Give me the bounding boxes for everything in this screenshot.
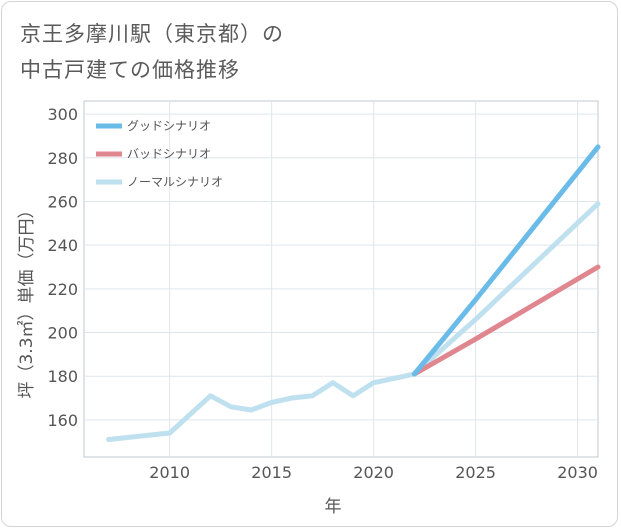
data-series (106, 144, 601, 442)
legend-label: ノーマルシナリオ (127, 175, 223, 189)
x-tick-label: 2020 (353, 463, 394, 482)
y-tick-label: 280 (47, 149, 78, 168)
y-tick-label: 220 (47, 280, 78, 299)
legend-label: バッドシナリオ (127, 147, 211, 161)
legend-label: グッドシナリオ (127, 119, 211, 133)
series-line-1 (411, 264, 601, 377)
y-tick-label: 240 (47, 236, 78, 255)
y-axis-ticks: 160 180 200 220 240 260 280 300 (47, 105, 78, 430)
y-tick-label: 300 (47, 105, 78, 124)
series-line-2 (106, 201, 601, 442)
x-axis-ticks: 2010 2015 2020 2025 2030 (149, 463, 598, 482)
chart-title-line2: 中古戸建ての価格推移 (20, 58, 240, 82)
series-line-0 (411, 144, 601, 377)
y-tick-label: 180 (47, 367, 78, 386)
y-axis-title: 坪（3.3㎡）単価（万円） (17, 201, 37, 398)
chart-title-line1: 京王多摩川駅（東京都）の (20, 22, 284, 46)
chart-title: 京王多摩川駅（東京都）の 中古戸建ての価格推移 (20, 16, 284, 88)
y-tick-label: 260 (47, 192, 78, 211)
x-axis-title: 年 (325, 497, 342, 517)
x-tick-label: 2025 (455, 463, 496, 482)
x-tick-label: 2010 (149, 463, 190, 482)
x-tick-label: 2030 (557, 463, 598, 482)
grid-lines (84, 101, 598, 457)
x-tick-label: 2015 (251, 463, 292, 482)
y-tick-label: 200 (47, 324, 78, 343)
y-tick-label: 160 (47, 411, 78, 430)
